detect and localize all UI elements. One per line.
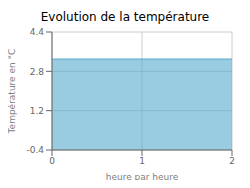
svg-text:4.4: 4.4 bbox=[30, 27, 45, 37]
svg-text:1.2: 1.2 bbox=[30, 106, 44, 116]
svg-text:2: 2 bbox=[229, 156, 235, 166]
html-text:Evolution de la température: Evolution de la température bbox=[40, 10, 210, 24]
svg-text:Température en °C: Température en °C bbox=[8, 49, 17, 135]
svg-text:-0.4: -0.4 bbox=[26, 145, 44, 155]
svg-text:2.8: 2.8 bbox=[30, 67, 45, 77]
svg-text:heure par heure: heure par heure bbox=[106, 172, 179, 180]
svg-text:1: 1 bbox=[139, 156, 145, 166]
svg-text:0: 0 bbox=[49, 156, 55, 166]
